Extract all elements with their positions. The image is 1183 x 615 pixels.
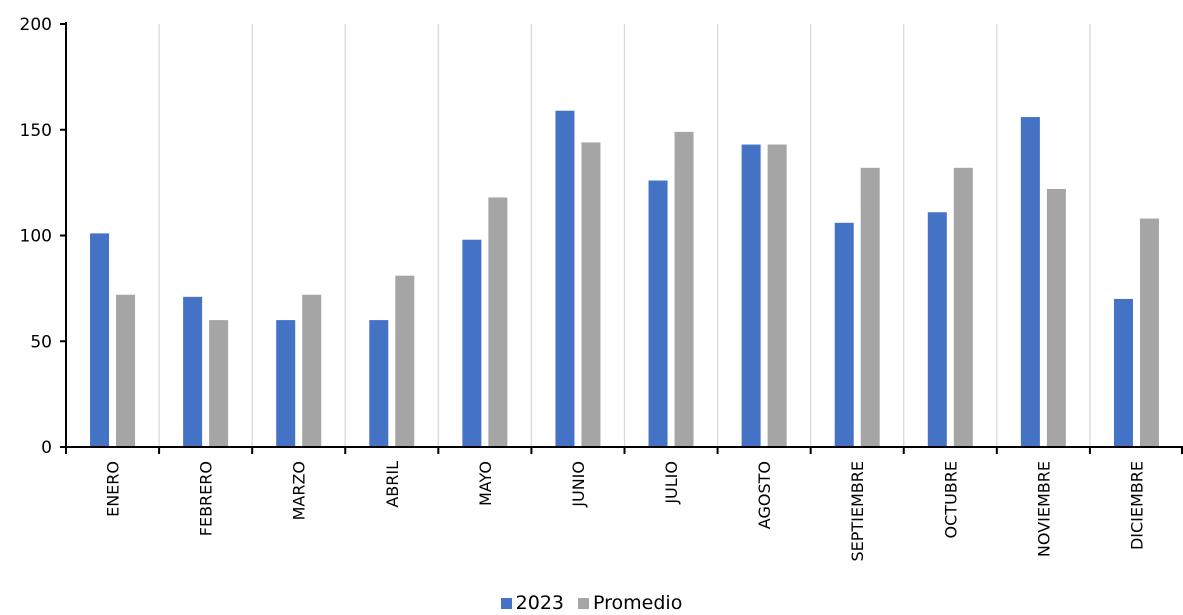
legend-item-promedio: Promedio [578, 592, 682, 614]
bar-2023-diciembre [1113, 298, 1133, 447]
bar-promedio-abril [395, 275, 415, 447]
bar-promedio-diciembre [1139, 218, 1159, 447]
bar-2023-octubre [927, 212, 947, 447]
y-tick-label: 200 [20, 15, 52, 35]
bar-promedio-enero [116, 294, 136, 447]
x-tick-label: ENERO [104, 461, 123, 517]
x-tick-label: OCTUBRE [941, 461, 960, 538]
x-tick-label: NOVIEMBRE [1034, 461, 1053, 557]
y-tick-label: 100 [20, 227, 52, 247]
bar-2023-marzo [276, 320, 296, 447]
x-tick-label: AGOSTO [755, 461, 774, 529]
bar-promedio-mayo [488, 197, 508, 447]
bar-promedio-julio [674, 131, 694, 448]
x-tick-label: JULIO [662, 461, 681, 505]
legend-label-2023: 2023 [515, 592, 565, 614]
x-tick-label: JUNIO [569, 461, 588, 508]
bar-2023-septiembre [834, 222, 854, 447]
x-tick-label: MAYO [476, 461, 495, 506]
x-tick-label: DICIEMBRE [1127, 461, 1146, 550]
bar-promedio-noviembre [1046, 188, 1066, 447]
bar-chart: 0 50 100 150 200 ENERO FEBRERO MARZO ABRIL MAYO JU… [20, 15, 1183, 562]
bar-promedio-febrero [209, 320, 229, 447]
bar-promedio-junio [581, 142, 601, 447]
bar-2023-julio [648, 180, 668, 447]
legend-label-promedio: Promedio [593, 592, 683, 614]
legend-swatch-promedio [578, 597, 590, 609]
y-tick-label: 150 [20, 121, 52, 141]
bar-2023-abril [369, 320, 389, 447]
legend: 2023 Promedio [0, 591, 1183, 615]
bar-promedio-octubre [953, 167, 973, 447]
x-tick-label: FEBRERO [197, 461, 216, 536]
bar-2023-noviembre [1020, 117, 1040, 447]
bar-2023-junio [555, 110, 575, 447]
bar-2023-mayo [462, 239, 482, 447]
legend-item-2023: 2023 [500, 592, 565, 614]
x-tick-label: MARZO [290, 461, 309, 520]
bar-2023-febrero [183, 296, 203, 447]
legend-swatch-2023 [500, 597, 512, 609]
x-tick-label: ABRIL [383, 461, 402, 508]
y-tick-label: 0 [41, 438, 52, 458]
bar-2023-agosto [741, 144, 761, 447]
bar-promedio-marzo [302, 294, 322, 447]
bar-2023-enero [90, 233, 110, 447]
y-tick-label: 50 [30, 332, 52, 352]
bar-promedio-septiembre [860, 167, 880, 447]
bar-promedio-agosto [767, 144, 787, 447]
x-tick-label: SEPTIEMBRE [848, 461, 867, 562]
